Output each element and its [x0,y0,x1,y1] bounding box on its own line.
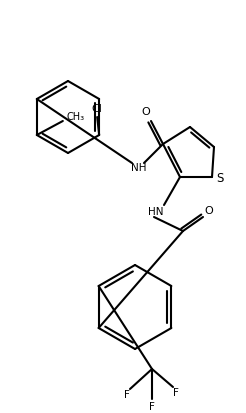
Text: HN: HN [148,206,164,216]
Text: O: O [142,107,150,117]
Text: O: O [205,206,213,216]
Text: NH: NH [131,163,147,173]
Text: CH₃: CH₃ [67,112,85,122]
Text: F: F [149,401,155,411]
Text: F: F [124,389,130,399]
Text: S: S [216,171,224,184]
Text: F: F [173,387,179,397]
Text: Cl: Cl [92,104,103,114]
